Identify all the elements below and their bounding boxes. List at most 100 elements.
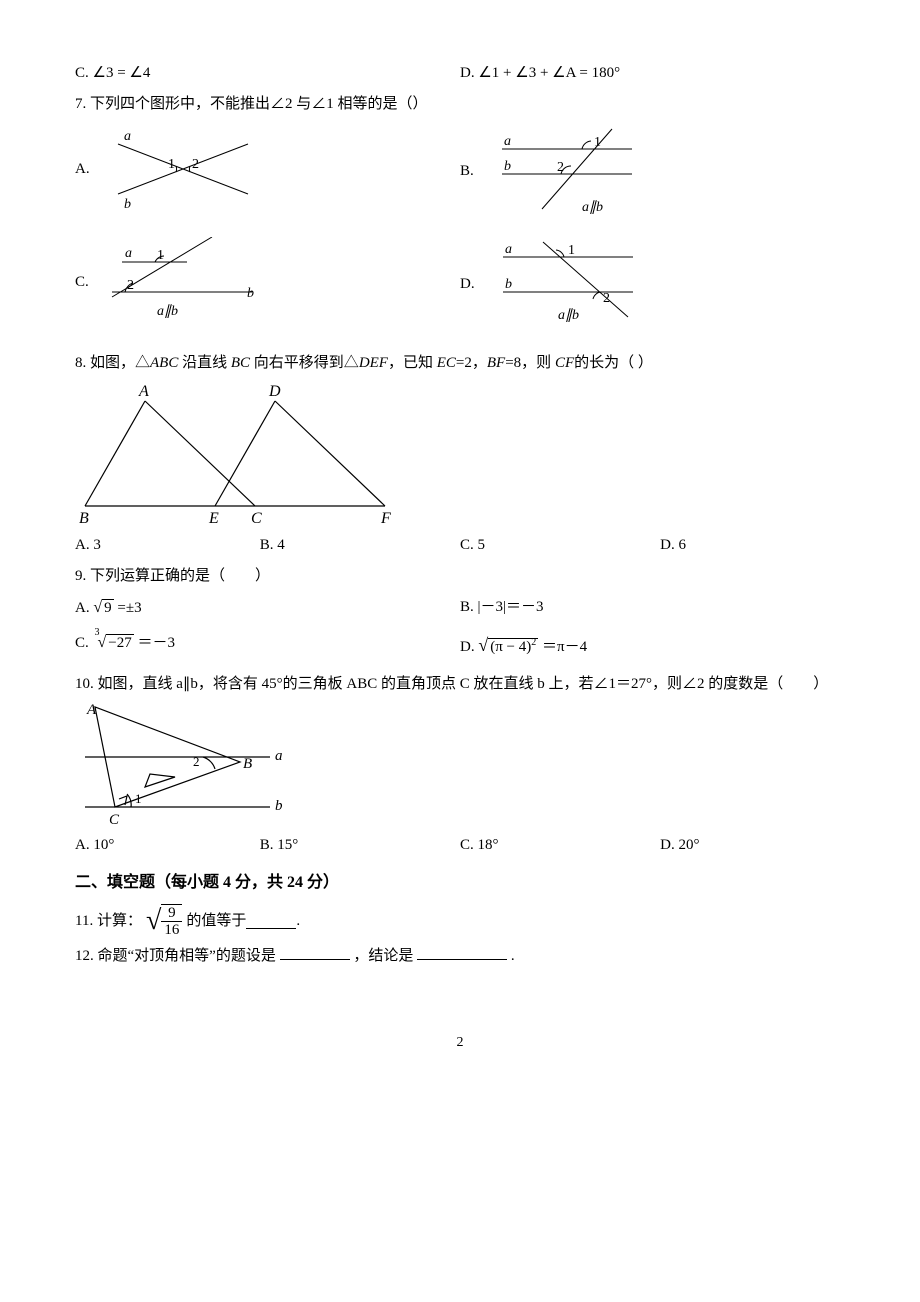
q7-row-ab: A. a b 1 2 B.	[75, 124, 845, 219]
q9-row-cd: C. 3√−27 ＝－3 D. √(π − 4)2 ＝π－4	[75, 629, 845, 661]
q8-opt-c: C. 5	[460, 532, 660, 559]
q8-abc: ABC	[150, 355, 178, 371]
q8-bc: BC	[231, 355, 250, 371]
q8-t5: =2，	[456, 355, 487, 371]
q9-d-rad: (π − 4)	[490, 639, 531, 655]
q8-t7: 的长为（ ）	[574, 355, 653, 371]
q7-d-label: D.	[460, 271, 475, 298]
q7-fig-d: a b a∥b 1 2	[483, 237, 653, 332]
q7-a-label: A.	[75, 156, 90, 183]
q12: 12. 命题“对顶角相等”的题设是 ，结论是 .	[75, 943, 845, 970]
q8-bf: BF	[487, 355, 505, 371]
section-2-heading: 二、填空题（每小题 4 分，共 24 分）	[75, 869, 845, 898]
q6-c-math: ∠3 = ∠4	[93, 65, 151, 81]
q12-dot: .	[511, 948, 515, 964]
q9-a-rad: 9	[102, 599, 114, 616]
q8-t3: 向右平移得到△	[250, 355, 359, 371]
svg-text:a: a	[504, 134, 511, 149]
svg-text:2: 2	[192, 157, 199, 172]
q9-opt-a: A. √9 =±3	[75, 594, 460, 623]
q12-blank-1	[280, 944, 350, 960]
q10-opt-a: A. 10°	[75, 832, 260, 859]
q9-c-pre: C.	[75, 635, 93, 651]
svg-text:2: 2	[603, 291, 610, 306]
q6-d-math: ∠1 + ∠3 + ∠A = 180°	[478, 65, 620, 81]
svg-text:2: 2	[557, 160, 564, 175]
svg-text:D: D	[268, 383, 281, 400]
svg-text:a: a	[505, 242, 512, 257]
q12-blank-2	[417, 944, 507, 960]
q8-ec: EC	[437, 355, 456, 371]
q6-options-cd: C. ∠3 = ∠4 D. ∠1 + ∠3 + ∠A = 180°	[75, 60, 845, 87]
q11-post: 的值等于	[186, 908, 246, 935]
q7-c-label: C.	[75, 269, 89, 296]
q9-c-rad: −27	[106, 634, 133, 651]
svg-text:2: 2	[193, 754, 200, 769]
q8-t2: 沿直线	[178, 355, 231, 371]
q8-opt-a: A. 3	[75, 532, 260, 559]
svg-text:1: 1	[568, 243, 575, 258]
q12-pre: 12. 命题“对顶角相等”的题设是	[75, 948, 276, 964]
q11-dot: .	[296, 908, 300, 935]
q7-fig-a: a b 1 2	[98, 124, 258, 214]
q11-num: 9	[161, 905, 182, 923]
q9-row-ab: A. √9 =±3 B. |－3|＝－3	[75, 594, 845, 623]
q8-opt-b: B. 4	[260, 532, 460, 559]
svg-text:A: A	[86, 702, 97, 718]
q8-figure: A D B E C F	[75, 381, 395, 526]
q10-stem: 10. 如图，直线 a∥b，将含有 45°的三角板 ABC 的直角顶点 C 放在…	[75, 671, 845, 698]
svg-text:a: a	[125, 246, 132, 261]
q10-opt-c: C. 18°	[460, 832, 660, 859]
svg-text:a∥b: a∥b	[582, 200, 603, 215]
svg-text:1: 1	[168, 157, 175, 172]
q9-a-post: =±3	[114, 600, 142, 616]
q8-t4: ，已知	[388, 355, 437, 371]
q11: 11. 计算： √ 9 16 的值等于 .	[75, 904, 845, 939]
svg-text:a: a	[275, 748, 283, 764]
q9-stem: 9. 下列运算正确的是（ ）	[75, 563, 845, 590]
svg-text:A: A	[138, 383, 149, 400]
q11-pre: 11. 计算：	[75, 908, 142, 935]
q11-expr: √ 9 16	[146, 904, 182, 939]
q12-mid: ，结论是	[353, 948, 413, 964]
svg-text:C: C	[251, 510, 262, 526]
q9-opt-c: C. 3√−27 ＝－3	[75, 629, 460, 661]
q10-opt-d: D. 20°	[660, 832, 845, 859]
q7-stem: 7. 下列四个图形中，不能推出∠2 与∠1 相等的是（）	[75, 91, 845, 118]
q9-c-post: ＝－3	[134, 635, 175, 651]
q11-den: 16	[161, 922, 182, 939]
svg-text:1: 1	[157, 248, 164, 263]
q6-opt-d: D. ∠1 + ∠3 + ∠A = 180°	[460, 60, 845, 87]
q9-d-post: ＝π－4	[538, 639, 587, 655]
q6-c-label: C.	[75, 65, 93, 81]
svg-text:a∥b: a∥b	[157, 304, 178, 319]
q9-a-pre: A.	[75, 600, 93, 616]
q7-row-cd: C. a b a∥b 1 2 D.	[75, 237, 845, 332]
q10-figure: A B C a b 1 2	[75, 702, 295, 832]
q7-fig-b: a b a∥b 1 2	[482, 124, 652, 219]
svg-text:b: b	[504, 159, 511, 174]
q9-d-pre: D.	[460, 639, 478, 655]
svg-text:E: E	[208, 510, 219, 526]
page-number: 2	[75, 1030, 845, 1055]
q8-t1: 8. 如图，△	[75, 355, 150, 371]
q8-t6: =8，则	[505, 355, 555, 371]
svg-text:b: b	[124, 197, 131, 212]
q9-opt-b: B. |－3|＝－3	[460, 594, 845, 623]
q9-d-sup: 2	[531, 637, 536, 648]
svg-text:b: b	[247, 286, 254, 301]
q11-blank	[246, 913, 296, 929]
svg-text:B: B	[243, 756, 252, 772]
q8-stem: 8. 如图，△ABC 沿直线 BC 向右平移得到△DEF，已知 EC=2，BF=…	[75, 350, 845, 377]
svg-text:a∥b: a∥b	[558, 308, 579, 323]
svg-text:B: B	[79, 510, 89, 526]
q7-opt-c: C. a b a∥b 1 2	[75, 237, 460, 327]
q6-d-label: D.	[460, 65, 478, 81]
q6-opt-c: C. ∠3 = ∠4	[75, 60, 460, 87]
q9-c-idx: 3	[95, 627, 100, 638]
q8-cf: CF	[555, 355, 574, 371]
q10-options: A. 10° B. 15° C. 18° D. 20°	[75, 832, 845, 859]
q9-opt-d: D. √(π − 4)2 ＝π－4	[460, 629, 845, 661]
q8-options: A. 3 B. 4 C. 5 D. 6	[75, 532, 845, 559]
q8-def: DEF	[359, 355, 388, 371]
